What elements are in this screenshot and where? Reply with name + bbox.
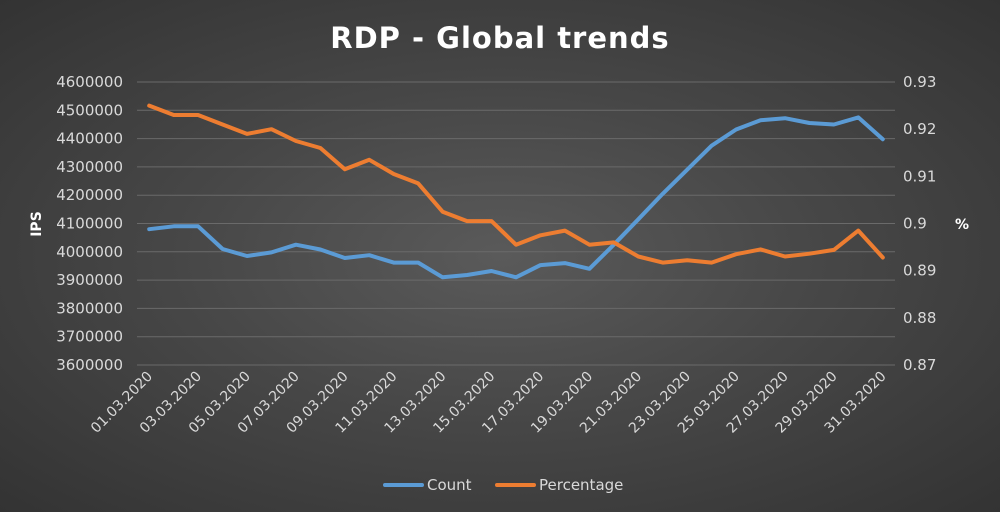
- series-lines: [147, 103, 885, 280]
- y2-tick-label: 0.88: [903, 309, 936, 327]
- y-tick-label: 4600000: [56, 73, 123, 91]
- y-tick-label: 3700000: [56, 328, 123, 346]
- y2-tick-label: 0.87: [903, 356, 936, 374]
- y2-tick-label: 0.92: [903, 120, 936, 138]
- y-tick-label: 3600000: [56, 356, 123, 374]
- legend-label-percentage: Percentage: [539, 476, 623, 494]
- y2-tick-label: 0.9: [903, 215, 927, 233]
- y-tick-label: 4300000: [56, 158, 123, 176]
- y-tick-label: 4000000: [56, 243, 123, 261]
- left-axis-title: IPS: [29, 211, 45, 237]
- y-tick-label: 4500000: [56, 101, 123, 119]
- series-line-count: [147, 115, 885, 280]
- series-line-percentage: [147, 103, 885, 265]
- legend-label-count: Count: [427, 476, 472, 494]
- y2-tick-label: 0.93: [903, 73, 936, 91]
- y-tick-label: 4200000: [56, 186, 123, 204]
- gridlines: [137, 81, 895, 366]
- y-tick-label: 4100000: [56, 215, 123, 233]
- y2-tick-label: 0.89: [903, 262, 936, 280]
- y-tick-label: 3900000: [56, 271, 123, 289]
- right-axis-title: %: [955, 217, 969, 233]
- chart-title: RDP - Global trends: [330, 21, 669, 55]
- legend: Count Percentage: [383, 476, 623, 494]
- y-tick-label: 3800000: [56, 299, 123, 317]
- right-axis-ticks: 0.87 0.88 0.89 0.9 0.91 0.92 0.93: [903, 73, 936, 374]
- y-tick-label: 4400000: [56, 130, 123, 148]
- y2-tick-label: 0.91: [903, 167, 936, 185]
- left-axis-ticks: 3600000 3700000 3800000 3900000 4000000 41000…: [56, 73, 123, 374]
- x-axis-ticks: 01.03.202003.03.202005.03.202007.03.2020…: [88, 369, 890, 437]
